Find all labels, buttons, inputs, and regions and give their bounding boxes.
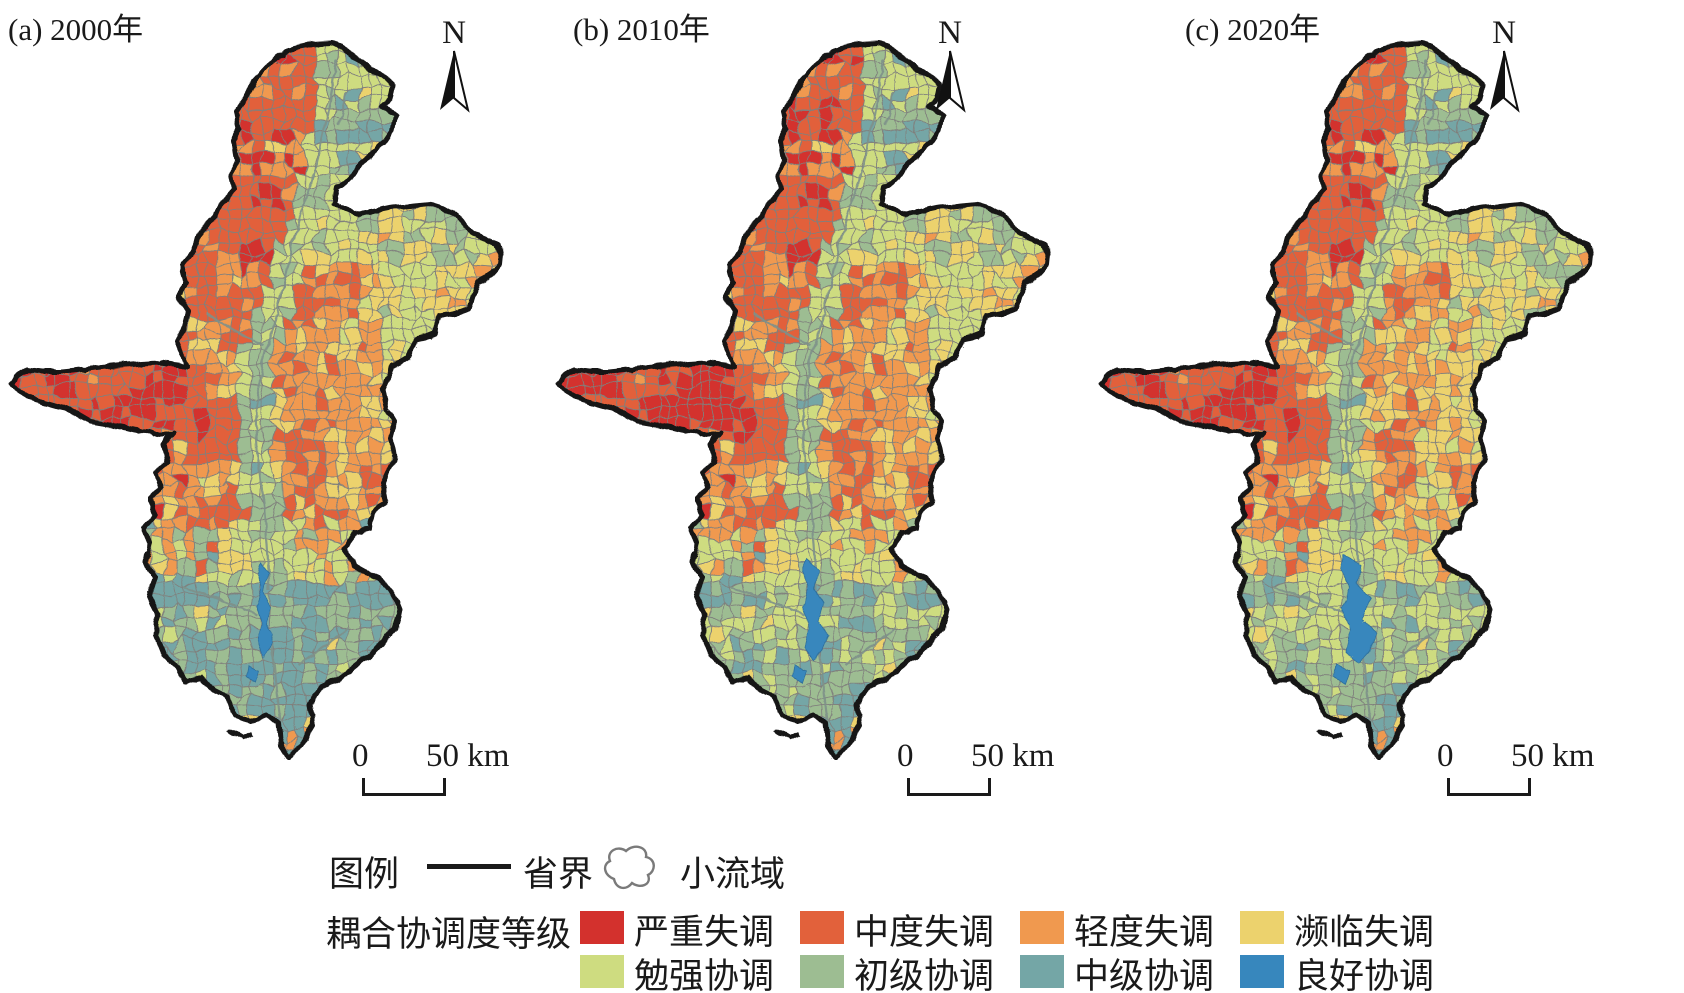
map-2020 <box>1090 30 1610 760</box>
map-2000 <box>0 30 520 760</box>
north-arrow: N <box>1480 15 1528 114</box>
scale-label: 50 km <box>1511 738 1595 774</box>
small-watershed-label: 小流域 <box>680 855 786 894</box>
legend-item-label: 勉强协调 <box>634 957 775 993</box>
grade-legend-title: 耦合协调度等级 <box>326 915 572 954</box>
legend-item-label: 中级协调 <box>1074 957 1215 993</box>
scale-bracket <box>362 778 446 796</box>
legend-item-label: 轻度失调 <box>1074 913 1215 952</box>
color-swatch <box>1240 911 1284 944</box>
province-boundary-line-icon <box>427 864 511 869</box>
scale-bracket <box>907 778 991 796</box>
north-label: N <box>938 15 962 51</box>
north-needle-icon <box>1490 50 1520 113</box>
color-swatch <box>1020 911 1064 944</box>
north-arrow: N <box>430 15 478 114</box>
province-boundary-label: 省界 <box>523 855 594 894</box>
panel-title-2020: (c) 2020年 <box>1185 12 1321 47</box>
color-swatch <box>580 911 624 944</box>
scale-label: 50 km <box>426 738 510 774</box>
panel-title-2010: (b) 2010年 <box>573 12 710 47</box>
scale-zero: 0 <box>1437 738 1454 774</box>
scale-bar: 0 50 km <box>897 738 1077 798</box>
legend-item-label: 初级协调 <box>854 957 995 993</box>
scale-label: 50 km <box>971 738 1055 774</box>
small-watershed-icon <box>596 840 660 899</box>
scale-bar: 0 50 km <box>352 738 532 798</box>
legend-item-label: 严重失调 <box>634 913 775 952</box>
color-swatch <box>1240 955 1284 988</box>
color-swatch <box>580 955 624 988</box>
north-label: N <box>1492 15 1516 51</box>
color-swatch <box>1020 955 1064 988</box>
north-arrow: N <box>926 15 974 114</box>
legend-item-label: 濒临失调 <box>1294 913 1435 952</box>
panel-title-2000: (a) 2000年 <box>8 12 144 47</box>
map-2010 <box>547 30 1067 760</box>
color-swatch <box>800 911 844 944</box>
north-label: N <box>442 15 466 51</box>
legend-item-label: 中度失调 <box>854 913 995 952</box>
north-needle-icon <box>936 50 966 113</box>
north-needle-icon <box>440 50 470 113</box>
legend-item-label: 良好协调 <box>1294 957 1435 993</box>
legend-title: 图例 <box>329 855 400 894</box>
scale-bar: 0 50 km <box>1437 738 1617 798</box>
scale-zero: 0 <box>352 738 369 774</box>
scale-bracket <box>1447 778 1531 796</box>
scale-zero: 0 <box>897 738 914 774</box>
color-swatch <box>800 955 844 988</box>
